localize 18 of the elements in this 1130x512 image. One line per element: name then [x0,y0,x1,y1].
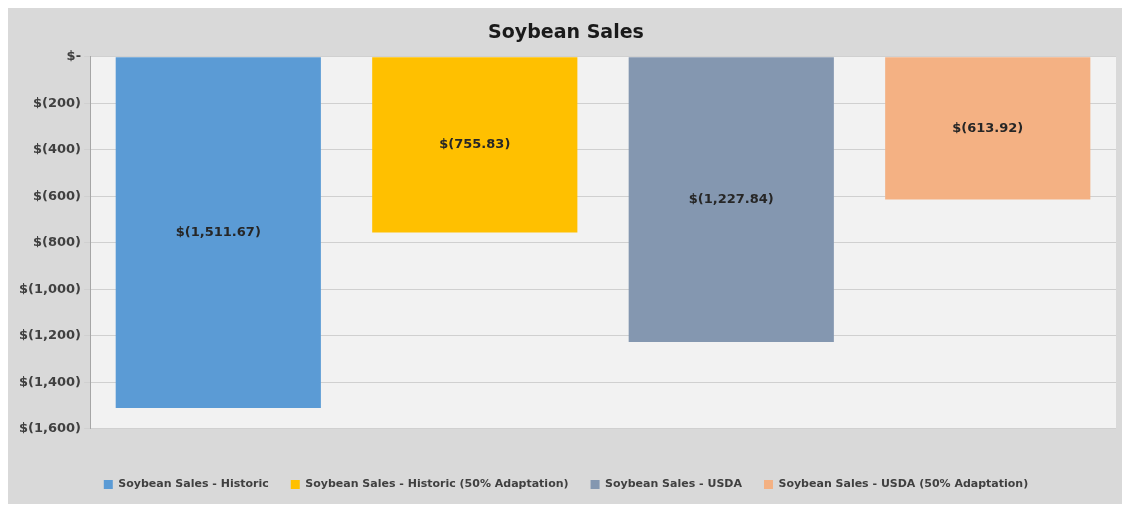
y-tick-label: $(600) [32,187,82,203]
y-tick-label: $(400) [32,141,82,157]
y-tick-label: $(1,400) [18,373,82,389]
data-label: $(1,227.84) [688,191,774,207]
data-label: $(613.92) [952,119,1024,135]
data-label: $(755.83) [439,136,511,152]
y-tick-label: $(1,000) [18,280,82,296]
y-tick-label: $(1,600) [18,419,82,435]
y-tick-label: $(800) [32,234,82,250]
legend-label: Soybean Sales - USDA (50% Adaptation) [778,477,1029,491]
y-tick-label: $(1,200) [18,327,82,343]
legend-label: Soybean Sales - Historic (50% Adaptation) [305,477,569,491]
y-tick-label: $- [66,48,82,64]
legend-label: Soybean Sales - Historic [118,477,269,491]
data-label: $(1,511.67) [175,224,261,240]
chart-title: Soybean Sales [488,20,644,43]
legend-label: Soybean Sales - USDA [605,477,743,491]
y-tick-label: $(200) [32,94,82,110]
